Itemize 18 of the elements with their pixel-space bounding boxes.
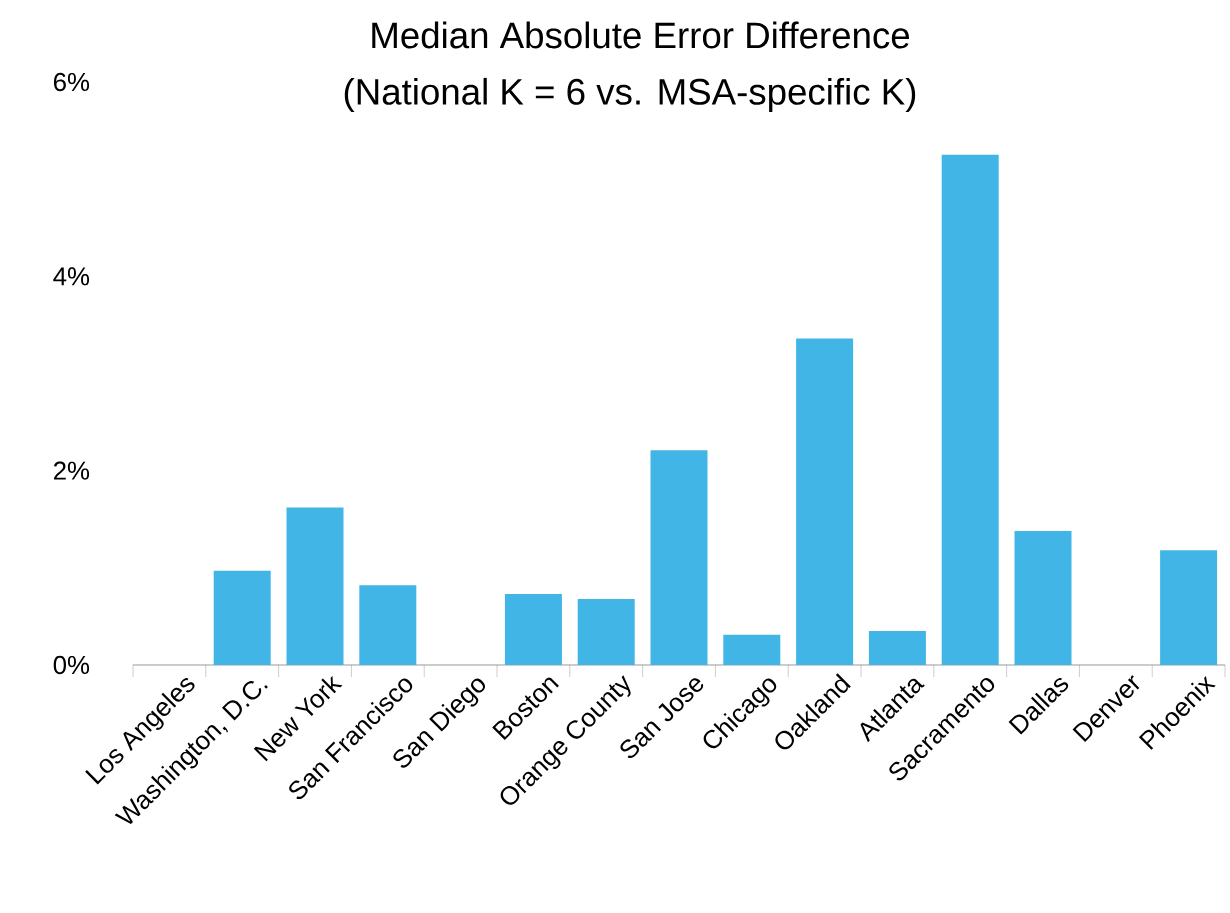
y-tick-label: 6% (53, 72, 90, 92)
bar (796, 338, 854, 665)
bar (577, 598, 635, 665)
y-tick-label: 4% (53, 267, 90, 286)
bar (941, 154, 999, 665)
bar (868, 630, 926, 665)
bar (213, 570, 271, 665)
bar (723, 634, 781, 665)
chart-title: Median Absolute Error Difference (372, 21, 910, 49)
bar (286, 507, 344, 665)
bar (1160, 550, 1218, 665)
y-tick-label: 2% (53, 461, 90, 480)
chart-subtitle: (National K = 6 vs. MSA-specific K) (344, 77, 916, 113)
y-tick-label: 0% (53, 655, 90, 675)
bar (359, 585, 417, 665)
bar (650, 450, 708, 665)
bar (1014, 530, 1072, 665)
bar (504, 594, 562, 665)
